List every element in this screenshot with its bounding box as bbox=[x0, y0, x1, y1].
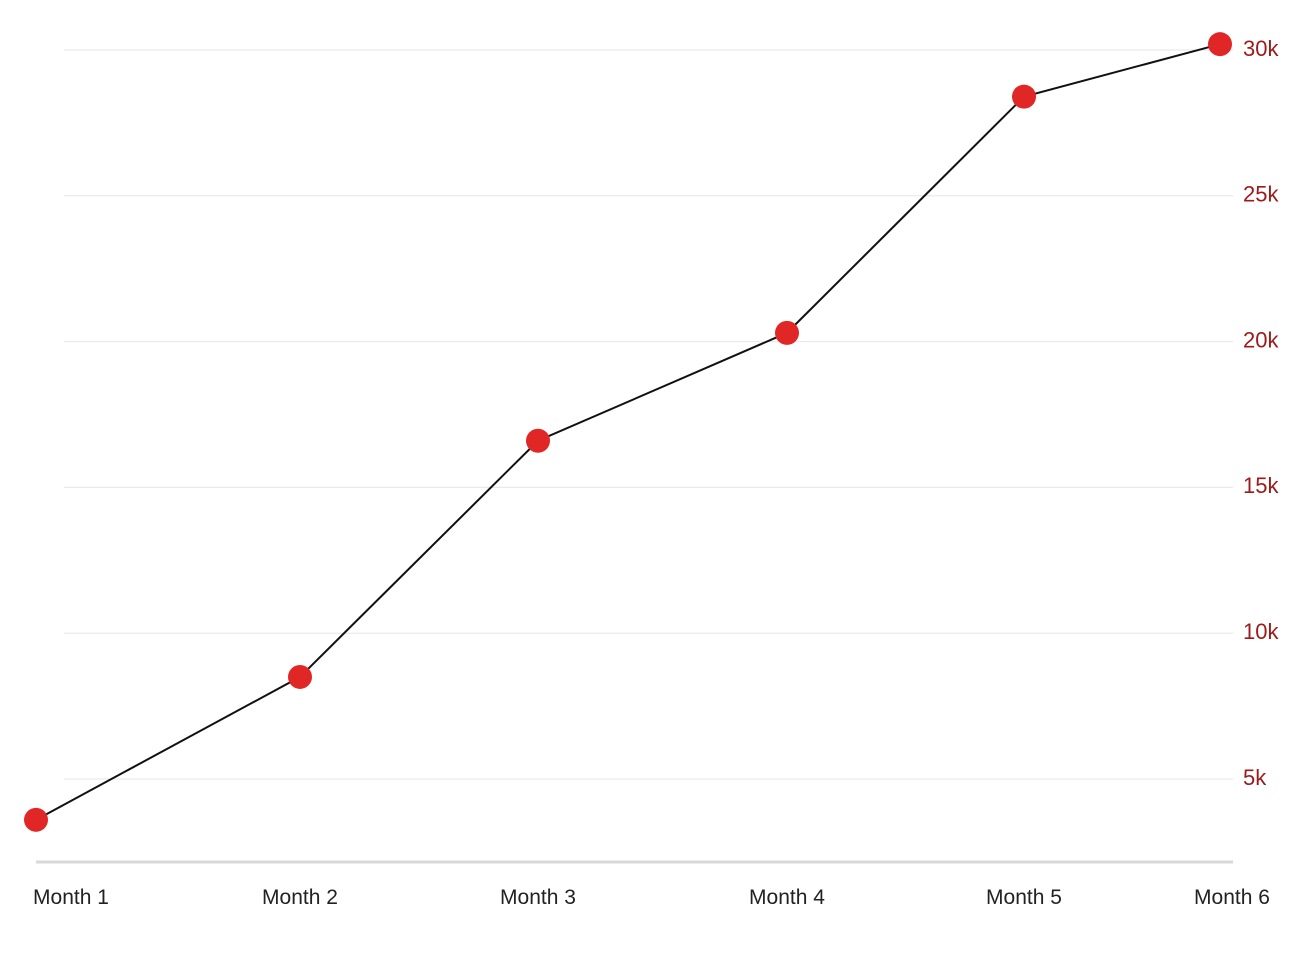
y-tick-label: 20k bbox=[1243, 327, 1279, 352]
series-line bbox=[35, 43, 1221, 821]
y-axis-tick-labels: 5k 10k 15k 20k 25k 30k bbox=[1243, 36, 1279, 790]
x-tick-label: Month 4 bbox=[749, 886, 825, 909]
data-point bbox=[1012, 84, 1036, 109]
y-tick-label: 5k bbox=[1243, 765, 1267, 790]
y-tick-label: 15k bbox=[1243, 473, 1279, 498]
x-tick-label: Month 2 bbox=[262, 886, 338, 909]
data-point bbox=[526, 428, 550, 453]
data-point bbox=[288, 664, 312, 689]
data-points bbox=[24, 32, 1232, 832]
x-tick-label: Month 1 bbox=[33, 886, 109, 909]
x-axis-tick-labels: Month 1 Month 2 Month 3 Month 4 Month 5 Month… bbox=[33, 886, 1270, 909]
data-point bbox=[1208, 32, 1232, 57]
data-point bbox=[775, 320, 799, 345]
x-tick-label: Month 6 bbox=[1194, 886, 1270, 909]
y-tick-label: 30k bbox=[1243, 36, 1279, 61]
y-tick-label: 25k bbox=[1243, 182, 1279, 207]
data-point bbox=[24, 807, 48, 832]
x-tick-label: Month 5 bbox=[986, 886, 1062, 909]
x-tick-label: Month 3 bbox=[500, 886, 576, 909]
gridlines bbox=[64, 49, 1233, 780]
y-tick-label: 10k bbox=[1243, 619, 1279, 644]
